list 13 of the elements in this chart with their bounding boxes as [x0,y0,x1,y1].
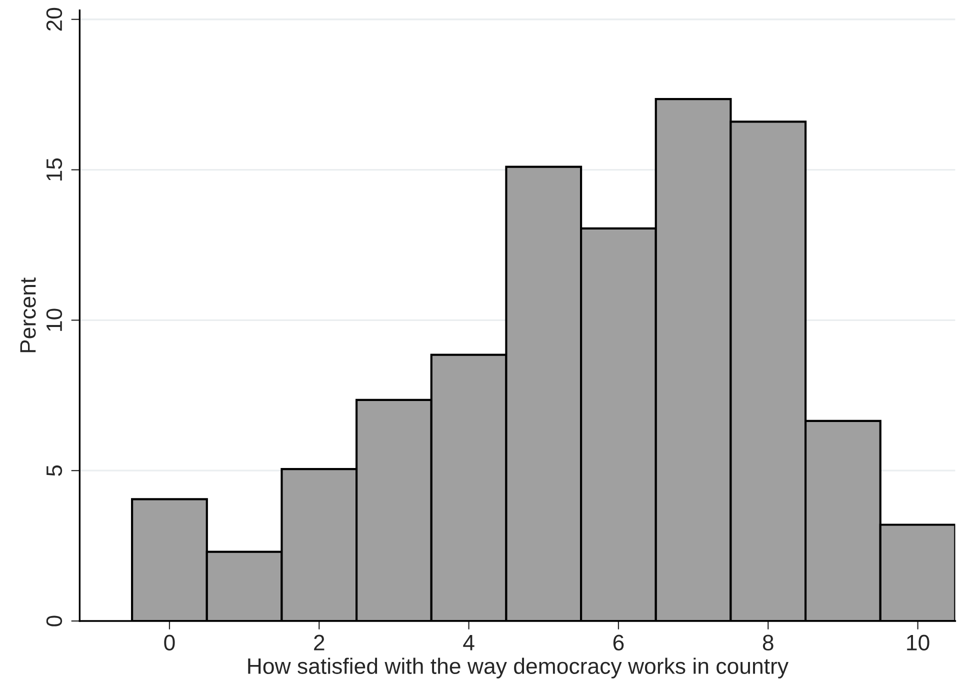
x-tick-label: 0 [164,634,175,651]
x-tick-label: 6 [613,634,624,651]
x-tick-label: 8 [762,634,774,651]
x-tick-label: 4 [463,635,474,650]
y-tick-label: 5 [46,465,62,476]
x-axis-title: How satisfied with the way democracy works in country [248,658,788,678]
x-tick-label: 10 [907,634,930,651]
y-axis-title: Percent [20,278,36,352]
x-tick-label: 2 [314,634,324,650]
y-tick-label: 20 [46,8,62,31]
y-tick-label: 0 [46,616,62,626]
y-tick-label: 15 [46,158,62,180]
y-tick-label: 10 [46,308,62,331]
